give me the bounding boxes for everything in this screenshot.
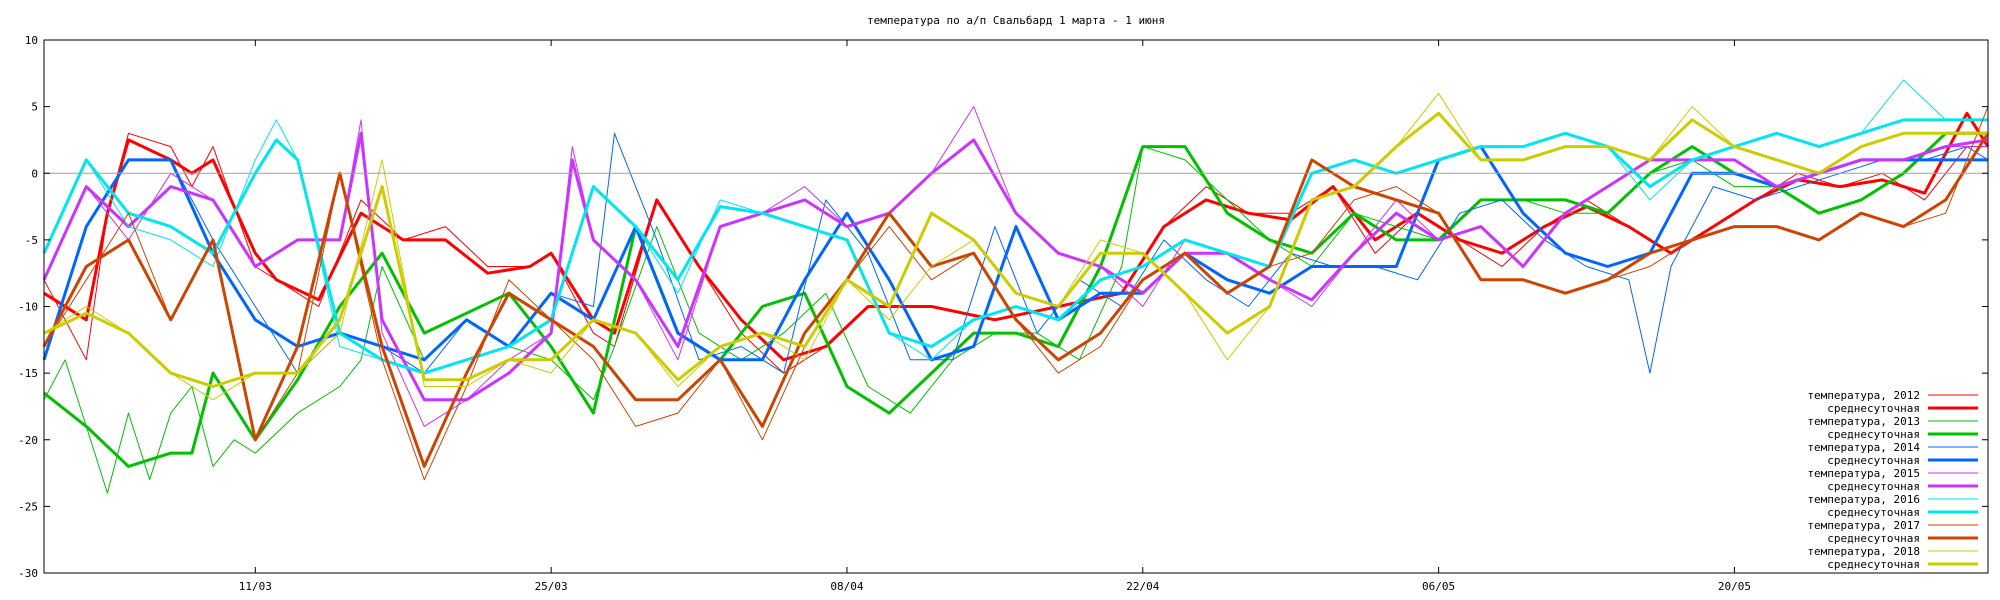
y-tick-label: -25 — [18, 500, 38, 513]
chart-title: температура по а/п Свальбард 1 марта - 1… — [867, 14, 1165, 27]
x-tick-label: 06/05 — [1422, 580, 1455, 593]
y-tick-label: -5 — [25, 234, 38, 247]
legend-label: среднесуточная — [1827, 480, 1920, 493]
legend-label: среднесуточная — [1827, 454, 1920, 467]
series-line-13 — [43, 111, 1988, 388]
y-tick-label: -30 — [18, 567, 38, 580]
legend-label: температура, 2012 — [1807, 389, 1920, 402]
x-tick-label: 08/04 — [830, 580, 863, 593]
y-tick-label: -15 — [18, 367, 38, 380]
y-tick-label: -10 — [18, 301, 38, 314]
y-tick-label: 10 — [25, 34, 38, 47]
x-tick-label: 20/05 — [1718, 580, 1751, 593]
legend-label: среднесуточная — [1827, 428, 1920, 441]
y-tick-label: -20 — [18, 434, 38, 447]
legend-label: среднесуточная — [1827, 506, 1920, 519]
legend-label: температура, 2013 — [1807, 415, 1920, 428]
x-tick-label: 22/04 — [1126, 580, 1159, 593]
legend-label: температура, 2018 — [1807, 545, 1920, 558]
y-tick-label: 0 — [31, 167, 38, 180]
legend-label: среднесуточная — [1827, 558, 1920, 571]
x-tick-label: 11/03 — [239, 580, 272, 593]
legend: температура, 2012среднесуточнаятемперату… — [1807, 389, 1978, 571]
legend-label: температура, 2014 — [1807, 441, 1920, 454]
y-tick-label: 5 — [31, 101, 38, 114]
y-axis: -30 -25 -20 -15 -10 -5 0 5 10 — [18, 34, 1988, 580]
series-line-3 — [43, 131, 1988, 468]
legend-label: температура, 2016 — [1807, 493, 1920, 506]
x-tick-label: 25/03 — [535, 580, 568, 593]
series-line-9 — [42, 118, 1988, 375]
legend-label: температура, 2017 — [1807, 519, 1920, 532]
series-layer — [42, 79, 1990, 494]
x-axis: 11/03 25/03 08/04 22/04 06/05 20/05 — [239, 40, 1751, 593]
legend-label: среднесуточная — [1827, 402, 1920, 415]
legend-label: температура, 2015 — [1807, 467, 1920, 480]
series-line-5 — [42, 145, 1988, 362]
series-line-11 — [42, 132, 1990, 468]
legend-label: среднесуточная — [1827, 532, 1920, 545]
